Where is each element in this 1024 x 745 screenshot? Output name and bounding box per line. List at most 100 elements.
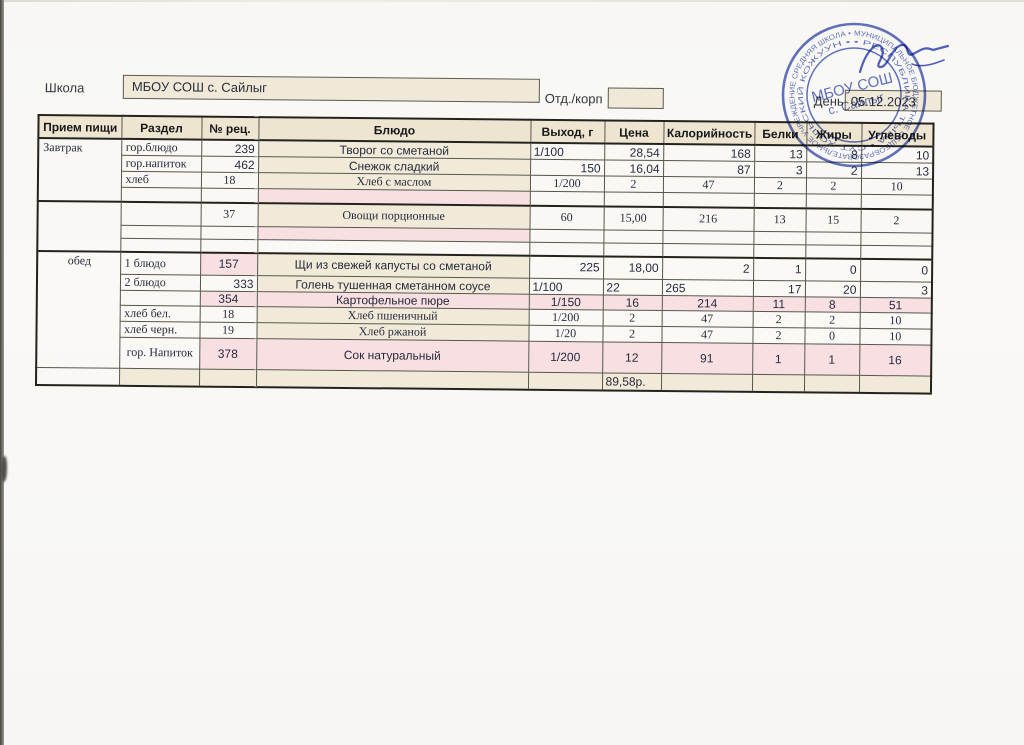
- rec-cell: 333: [199, 275, 258, 292]
- kcal-cell: 168: [663, 144, 755, 162]
- protein-cell: [751, 374, 805, 392]
- fat-cell: 2: [805, 177, 862, 195]
- kcal-cell: [662, 230, 754, 245]
- rec-cell: [200, 188, 258, 203]
- stamp-inner-ring: [806, 47, 902, 143]
- section-cell: гор.напиток: [121, 155, 202, 173]
- carbs-cell: 2: [860, 208, 933, 234]
- section-cell: [120, 201, 201, 227]
- rec-cell: [200, 226, 258, 240]
- header-cell-section: Раздел: [121, 115, 202, 140]
- rec-cell: 19: [199, 322, 257, 339]
- protein-cell: 1: [753, 257, 806, 281]
- protein-cell: [753, 244, 806, 258]
- protein-cell: 2: [753, 177, 807, 194]
- price-cell: [603, 191, 663, 207]
- carbs-cell: 0: [860, 258, 933, 283]
- carbs-cell: 51: [859, 297, 932, 314]
- scan-smudge: [1, 456, 7, 482]
- protein-cell: 17: [752, 280, 806, 297]
- kcal-cell: [662, 243, 754, 258]
- rec-cell: [200, 239, 258, 253]
- portion-cell: 1/200: [528, 341, 603, 373]
- price-cell: 22: [602, 278, 663, 296]
- rec-cell: 37: [200, 202, 258, 227]
- rec-cell: [198, 369, 257, 387]
- fat-cell: [803, 374, 860, 393]
- kcal-cell: [662, 192, 754, 208]
- dish-cell: Овощи порционные: [257, 202, 530, 230]
- price-cell: 28,54: [604, 143, 664, 161]
- portion-cell: [529, 229, 604, 243]
- kcal-cell: 47: [661, 326, 753, 344]
- rec-cell: 157: [200, 252, 258, 276]
- portion-cell: 1/20: [528, 325, 603, 342]
- protein-cell: [753, 193, 806, 208]
- protein-cell: 13: [753, 207, 806, 232]
- rec-cell: 378: [199, 338, 257, 370]
- dish-cell: Сок натуральный: [256, 338, 529, 373]
- fat-cell: 8: [804, 296, 860, 313]
- header-cell-portion: Выход, г: [530, 119, 605, 144]
- section-cell: [120, 187, 201, 203]
- protein-cell: 11: [752, 296, 805, 312]
- header-cell-dish: Блюдо: [258, 117, 531, 143]
- price-cell: 2: [602, 325, 662, 343]
- section-cell: гор. Напиток: [119, 337, 200, 370]
- portion-cell: [527, 372, 603, 390]
- meal-cell: [36, 367, 120, 386]
- carbs-cell: 3: [859, 281, 933, 299]
- section-cell: гор.блюдо: [121, 138, 202, 157]
- fat-cell: [805, 193, 861, 209]
- carbs-cell: 10: [859, 328, 932, 346]
- header-cell-meal: Прием пищи: [38, 115, 122, 139]
- dept-label: Отд./корп: [544, 90, 603, 107]
- kcal-cell: 47: [661, 310, 753, 328]
- section-cell: хлеб черн.: [119, 321, 200, 339]
- fat-cell: 1: [804, 343, 860, 376]
- fat-cell: 2: [804, 311, 860, 329]
- section-cell: [120, 238, 201, 253]
- portion-cell: [529, 191, 604, 206]
- price-cell: 15,00: [603, 205, 663, 231]
- kcal-cell: 216: [662, 206, 754, 232]
- price-cell: 2: [603, 175, 664, 193]
- section-cell: 2 блюдо: [119, 274, 201, 292]
- section-cell: [119, 290, 200, 307]
- kcal-cell: [660, 373, 753, 392]
- price-cell: [603, 229, 663, 244]
- protein-cell: 2: [752, 327, 805, 344]
- kcal-cell: 2: [662, 256, 754, 281]
- price-cell: 16: [602, 294, 662, 311]
- scan-top-edge: [4, 0, 1024, 2]
- carbs-cell: [860, 245, 933, 260]
- dish-cell: [255, 369, 529, 390]
- portion-cell: 60: [529, 205, 604, 230]
- price-cell: 2: [602, 309, 662, 327]
- fat-cell: [805, 244, 861, 259]
- total-price-cell: 89,58р.: [601, 372, 662, 391]
- protein-cell: 1: [752, 343, 805, 375]
- kcal-cell: 47: [662, 176, 755, 194]
- fat-cell: 20: [804, 280, 861, 298]
- protein-cell: [753, 231, 806, 245]
- portion-cell: 1/200: [528, 309, 603, 326]
- meal-cell: обед: [36, 250, 121, 369]
- rec-cell: 354: [199, 291, 257, 307]
- header-cell-rec: № рец.: [201, 116, 259, 141]
- stamp-outer-ring: [781, 22, 927, 168]
- portion-cell: 1/100: [528, 278, 604, 295]
- rec-cell: 18: [200, 172, 259, 189]
- dish-cell: Щи из свежей капусты со сметаной: [257, 252, 530, 279]
- price-cell: 18,00: [603, 255, 663, 280]
- portion-cell: 1/150: [528, 294, 603, 310]
- kcal-cell: 214: [661, 295, 753, 312]
- kcal-cell: 265: [661, 279, 754, 297]
- meal-cell: [37, 200, 121, 252]
- carbs-cell: 10: [859, 312, 932, 330]
- portion-cell: 1/100: [530, 142, 605, 160]
- price-cell: [603, 242, 663, 257]
- scan-left-edge: [0, 0, 4, 745]
- header-cell-kcal: Калорийность: [663, 121, 755, 145]
- carbs-cell: [860, 194, 933, 210]
